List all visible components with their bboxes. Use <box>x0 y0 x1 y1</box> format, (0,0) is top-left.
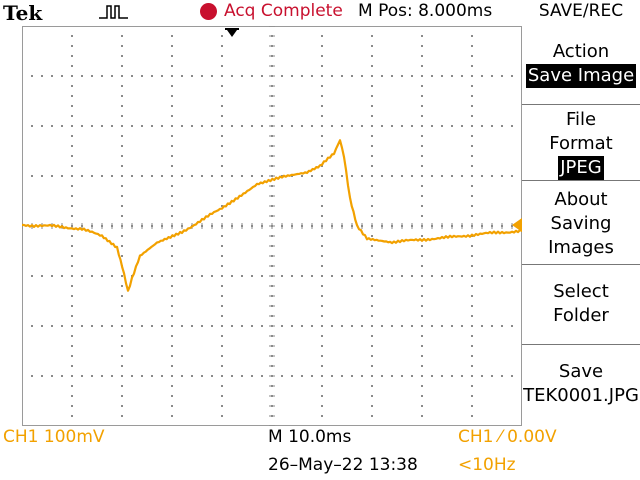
waveform-display: 1 <box>22 26 522 426</box>
save-button[interactable]: Save TEK0001.JPG <box>522 360 640 408</box>
menu-divider <box>522 264 640 265</box>
acquisition-status-indicator <box>200 3 217 20</box>
file-format-label-2: Format <box>549 133 613 154</box>
trigger-level-marker <box>512 218 522 232</box>
save-filename: TEK0001.JPG <box>523 385 639 406</box>
about-saving-images-button[interactable]: About Saving Images <box>522 188 640 260</box>
menu-divider <box>522 180 640 181</box>
action-label: Action <box>552 41 610 62</box>
menu-divider <box>522 344 640 345</box>
about-label-3: Images <box>548 237 614 258</box>
about-label-1: About <box>554 189 608 210</box>
pulse-icon <box>99 5 128 19</box>
timebase: M 10.0ms <box>268 427 352 447</box>
ch1-scale: CH1 100mV <box>3 427 105 447</box>
save-label: Save <box>558 361 604 382</box>
menu-title: SAVE/REC <box>538 1 624 21</box>
status-bar: Tek Acq Complete M Pos: 8.000ms SAVE/REC <box>0 0 640 25</box>
brand-logo: Tek <box>3 1 43 25</box>
select-folder-button[interactable]: Select Folder <box>522 280 640 328</box>
acquisition-status: Acq Complete <box>224 1 343 21</box>
menu-divider <box>522 104 640 105</box>
file-format-button[interactable]: File Format JPEG <box>522 108 640 180</box>
about-label-2: Saving <box>550 213 612 234</box>
file-format-label-1: File <box>565 109 597 130</box>
action-value: Save Image <box>525 64 637 88</box>
file-format-value: JPEG <box>558 156 604 180</box>
trigger-frequency: <10Hz <box>458 455 516 475</box>
trigger-settings: CH1 ⁄ 0.00V <box>458 427 557 447</box>
select-folder-label-2: Folder <box>553 305 609 326</box>
date-time: 26–May–22 13:38 <box>268 455 418 475</box>
ch1-waveform <box>22 139 522 292</box>
action-button[interactable]: Action Save Image <box>522 40 640 88</box>
trigger-position-marker <box>225 28 239 37</box>
select-folder-label-1: Select <box>553 281 609 302</box>
side-menu: Action Save Image File Format JPEG About… <box>522 38 640 410</box>
graticule <box>22 26 522 426</box>
horizontal-position: M Pos: 8.000ms <box>358 1 493 21</box>
